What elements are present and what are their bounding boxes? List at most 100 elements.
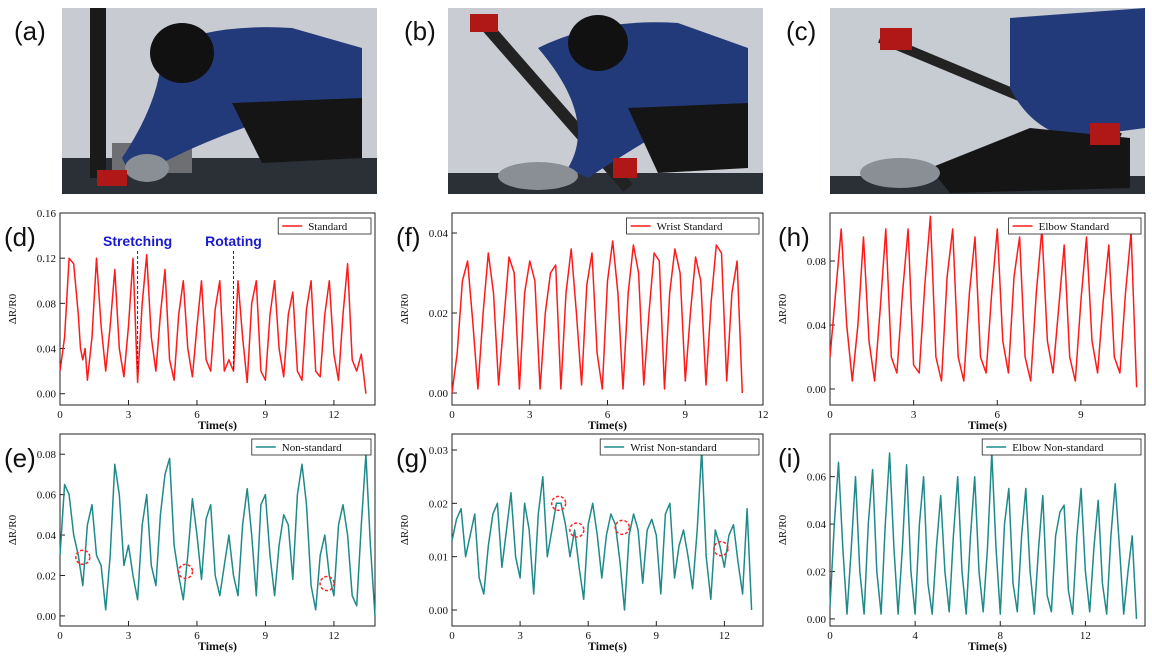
x-axis-label-d: Time(s) <box>198 418 237 432</box>
photo-a-illustration <box>62 8 377 194</box>
y-axis-label-i: ΔR/R0 <box>777 514 789 545</box>
plot-frame-i <box>829 433 1146 627</box>
y-axis-label-e: ΔR/R0 <box>7 514 19 545</box>
x-axis-label-e: Time(s) <box>198 639 237 653</box>
panel-label-e: (e) <box>4 443 36 473</box>
y-tick-label-g: 0.00 <box>429 605 449 617</box>
series-line-g <box>451 449 753 611</box>
x-tick-label-d: 3 <box>126 409 132 421</box>
x-tick-label-f: 12 <box>758 409 769 421</box>
photo-c <box>830 8 1145 194</box>
x-tick-label-g: 12 <box>719 630 730 642</box>
chart-f: 0 3 6 9 12 0.00 0.02 0.04 Time(s) ΔR/R0 Wrist Stan… <box>399 212 769 432</box>
x-tick-label-e: 3 <box>126 630 132 642</box>
annotation-label-d: Stretching <box>103 233 172 249</box>
x-tick-label-e: 12 <box>328 630 339 642</box>
y-tick-label-i: 0.04 <box>807 519 827 531</box>
x-tick-label-h: 3 <box>911 409 917 421</box>
x-tick-label-f: 9 <box>683 409 689 421</box>
legend-box-i <box>981 438 1142 456</box>
x-tick-label-f: 0 <box>449 409 455 421</box>
x-tick-label-d: 6 <box>194 409 200 421</box>
legend-box-f <box>626 217 760 235</box>
series-line-d <box>59 254 367 394</box>
legend-box-d <box>277 217 372 235</box>
panel-label-a: (a) <box>14 16 46 46</box>
photo-c-illustration <box>830 8 1145 194</box>
legend-label-e: Non-standard <box>282 442 342 454</box>
x-tick-label-e: 6 <box>194 630 200 642</box>
y-tick-label-e: 0.08 <box>37 449 57 461</box>
legend-label-i: Elbow Non-standard <box>1012 442 1104 454</box>
highlight-circle-e <box>177 563 194 580</box>
x-tick-label-g: 6 <box>585 630 591 642</box>
y-axis-label-h: ΔR/R0 <box>777 293 789 324</box>
x-tick-label-i: 8 <box>998 630 1004 642</box>
series-line-e <box>59 453 376 616</box>
legend-label-h: Elbow Standard <box>1039 221 1110 233</box>
legend-label-g: Wrist Non-standard <box>630 442 717 454</box>
y-tick-label-g: 0.02 <box>429 498 448 510</box>
x-tick-label-g: 3 <box>517 630 523 642</box>
y-tick-label-h: 0.04 <box>807 320 827 332</box>
photo-a <box>62 8 377 194</box>
y-tick-label-d: 0.16 <box>37 208 57 220</box>
x-tick-label-f: 6 <box>605 409 611 421</box>
y-tick-label-e: 0.06 <box>37 490 57 502</box>
series-line-f <box>451 240 744 394</box>
series-line-h <box>829 215 1138 388</box>
annotation-label-d: Rotating <box>205 233 262 249</box>
highlight-circle-g <box>614 519 631 536</box>
legend-box-e <box>251 438 372 456</box>
y-tick-label-g: 0.01 <box>429 552 448 564</box>
x-tick-label-g: 9 <box>654 630 660 642</box>
panel-label-b: (b) <box>404 16 436 46</box>
y-axis-label-d: ΔR/R0 <box>7 293 19 324</box>
panel-label-h: (h) <box>778 222 810 252</box>
y-tick-label-d: 0.04 <box>37 344 57 356</box>
panel-label-d: (d) <box>4 222 36 252</box>
plot-frame-h <box>829 212 1146 406</box>
x-tick-label-i: 12 <box>1080 630 1091 642</box>
x-axis-label-h: Time(s) <box>968 418 1007 432</box>
x-tick-label-f: 3 <box>527 409 533 421</box>
panel-label-g: (g) <box>396 443 428 473</box>
x-tick-label-h: 9 <box>1078 409 1084 421</box>
y-tick-label-d: 0.08 <box>37 298 57 310</box>
series-line-i <box>829 452 1138 619</box>
x-tick-label-e: 9 <box>263 630 269 642</box>
legend-label-f: Wrist Standard <box>657 221 723 233</box>
x-tick-label-g: 0 <box>449 630 455 642</box>
x-tick-label-e: 0 <box>57 630 63 642</box>
plot-frame-e <box>59 433 376 627</box>
y-tick-label-f: 0.02 <box>429 308 448 320</box>
y-tick-label-i: 0.00 <box>807 614 827 626</box>
x-tick-label-d: 12 <box>328 409 339 421</box>
photo-b <box>448 8 763 194</box>
legend-box-g <box>599 438 760 456</box>
highlight-circle-g <box>713 540 729 557</box>
y-tick-label-h: 0.08 <box>807 256 827 268</box>
panel-label-i: (i) <box>778 443 802 473</box>
x-tick-label-d: 9 <box>263 409 269 421</box>
y-axis-label-g: ΔR/R0 <box>399 514 411 545</box>
plot-frame-g <box>451 433 764 627</box>
chart-h: 0 3 6 9 0.00 0.04 0.08 Time(s) ΔR/R0 Elbow Standa… <box>777 212 1146 432</box>
legend-box-h <box>1008 217 1142 235</box>
x-tick-label-i: 0 <box>827 630 833 642</box>
chart-d: 0 3 6 9 12 0.00 0.04 0.08 0.12 0.16 Time(s) ΔR/R0 St… <box>7 208 376 432</box>
highlight-circle-e <box>75 549 91 566</box>
chart-g: 0 3 6 9 12 0.00 0.01 0.02 0.03 Time(s) ΔR/R0 Wrist … <box>399 433 764 653</box>
legend-label-d: Standard <box>308 221 348 233</box>
y-tick-label-i: 0.06 <box>807 472 827 484</box>
x-axis-label-g: Time(s) <box>588 639 627 653</box>
y-tick-label-e: 0.02 <box>37 570 56 582</box>
panel-label-c: (c) <box>786 16 817 46</box>
x-axis-label-i: Time(s) <box>968 639 1007 653</box>
y-tick-label-g: 0.03 <box>429 445 449 457</box>
x-axis-label-f: Time(s) <box>588 418 627 432</box>
highlight-circle-g <box>550 495 567 512</box>
x-tick-label-h: 6 <box>995 409 1001 421</box>
photo-b-illustration <box>448 8 763 194</box>
